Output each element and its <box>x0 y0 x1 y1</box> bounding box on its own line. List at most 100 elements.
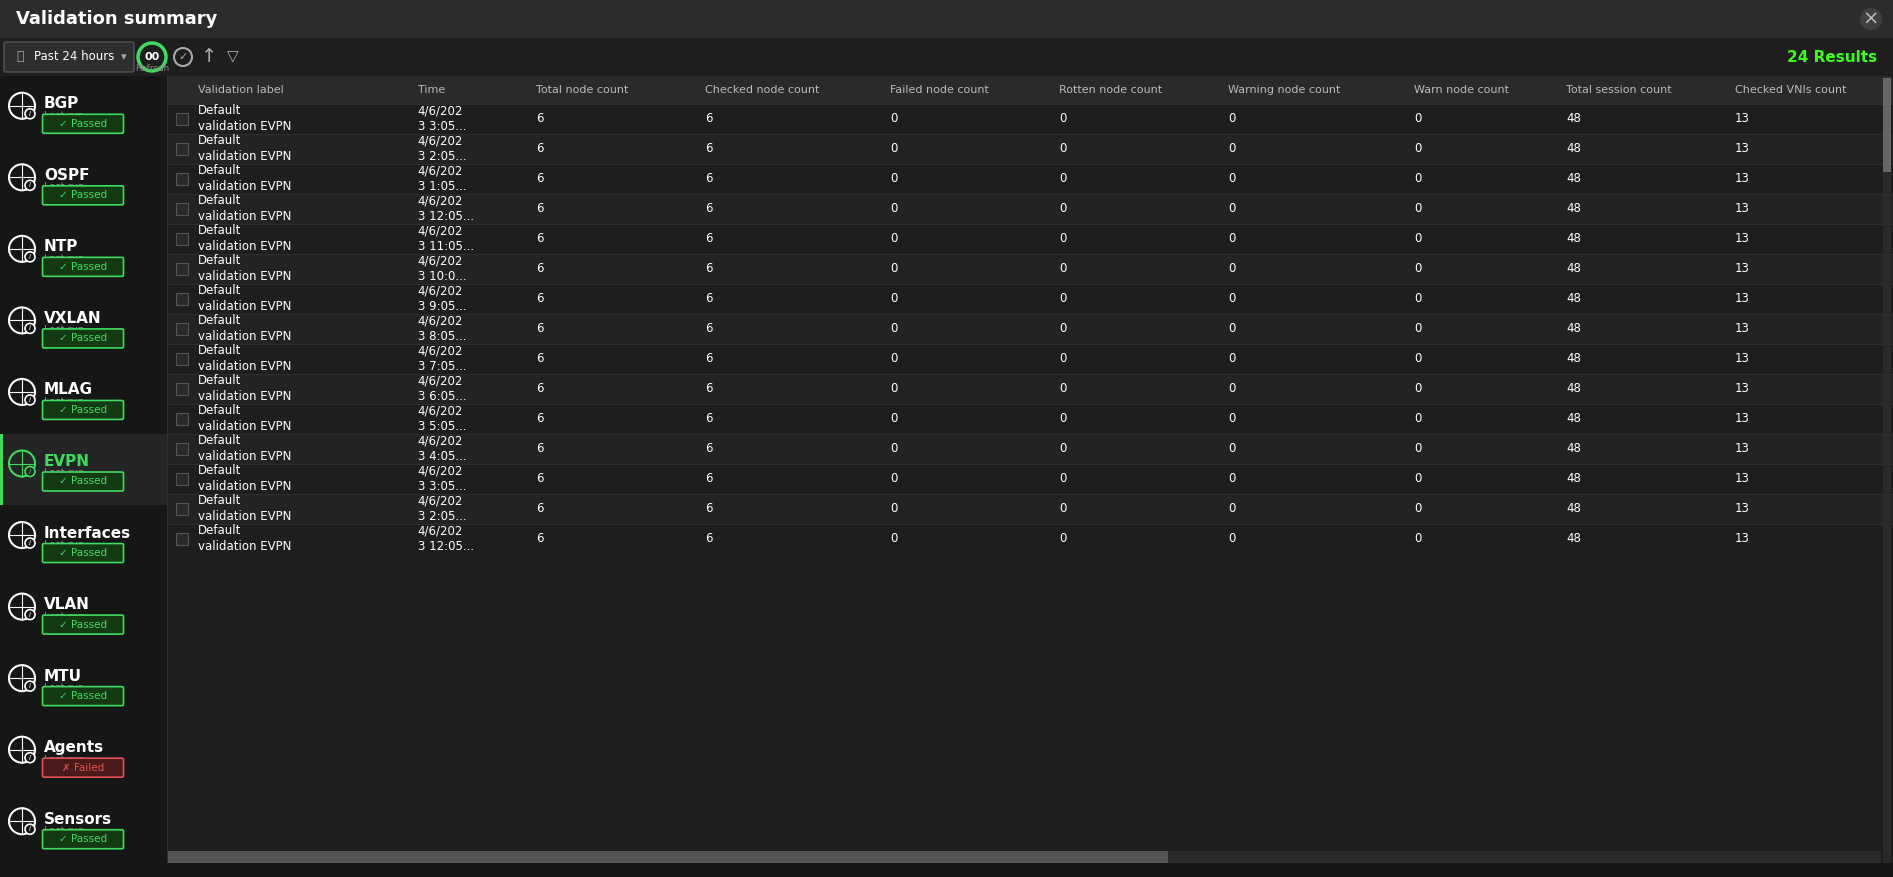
FancyBboxPatch shape <box>42 257 123 276</box>
Text: Last run: Last run <box>44 826 83 837</box>
Text: Total session count: Total session count <box>1566 85 1672 95</box>
Text: i: i <box>28 468 30 474</box>
Text: 4/6/202
3 12:05...: 4/6/202 3 12:05... <box>418 524 473 553</box>
Text: 6: 6 <box>536 173 543 186</box>
Text: 48: 48 <box>1566 232 1581 246</box>
Text: i: i <box>28 540 30 546</box>
Bar <box>168 284 1893 314</box>
Text: Last run: Last run <box>44 755 83 765</box>
Text: ✓ Passed: ✓ Passed <box>59 834 108 845</box>
Text: 13: 13 <box>1736 473 1749 486</box>
Text: 6: 6 <box>704 412 712 425</box>
Bar <box>168 76 1893 863</box>
Text: 0: 0 <box>890 173 897 186</box>
Text: 13: 13 <box>1736 353 1749 366</box>
Text: 13: 13 <box>1736 173 1749 186</box>
Text: Default
validation EVPN: Default validation EVPN <box>199 195 292 224</box>
Text: 0: 0 <box>1414 473 1422 486</box>
Text: 0: 0 <box>1414 112 1422 125</box>
Text: Default
validation EVPN: Default validation EVPN <box>199 284 292 313</box>
Text: 0: 0 <box>890 142 897 155</box>
Text: 0: 0 <box>890 262 897 275</box>
Text: 0: 0 <box>890 382 897 396</box>
Text: Default
validation EVPN: Default validation EVPN <box>199 254 292 283</box>
FancyBboxPatch shape <box>42 687 123 706</box>
Circle shape <box>25 538 34 548</box>
Text: 0: 0 <box>1060 173 1068 186</box>
Text: i: i <box>28 253 30 260</box>
Text: 48: 48 <box>1566 473 1581 486</box>
Text: 13: 13 <box>1736 503 1749 516</box>
Text: Interfaces: Interfaces <box>44 525 131 540</box>
Text: Refresh: Refresh <box>134 64 168 73</box>
Text: ✗ Failed: ✗ Failed <box>62 763 104 773</box>
Text: 0: 0 <box>1060 503 1068 516</box>
Text: 48: 48 <box>1566 142 1581 155</box>
Text: Total node count: Total node count <box>536 85 628 95</box>
Bar <box>168 374 1893 404</box>
Text: i: i <box>28 111 30 117</box>
Bar <box>176 503 187 515</box>
Text: Default
validation EVPN: Default validation EVPN <box>199 465 292 494</box>
Text: 0: 0 <box>1414 412 1422 425</box>
Text: 48: 48 <box>1566 203 1581 216</box>
Text: 0: 0 <box>1060 112 1068 125</box>
Bar <box>168 134 1893 164</box>
Text: 0: 0 <box>890 503 897 516</box>
Bar <box>176 173 187 185</box>
Text: 0: 0 <box>890 293 897 305</box>
Text: 0: 0 <box>1060 323 1068 336</box>
Text: 6: 6 <box>704 232 712 246</box>
Bar <box>168 464 1893 494</box>
Text: 0: 0 <box>1229 503 1236 516</box>
Text: 6: 6 <box>536 473 543 486</box>
Text: 0: 0 <box>1060 382 1068 396</box>
Text: 4/6/202
3 7:05...: 4/6/202 3 7:05... <box>418 345 466 374</box>
Text: 0: 0 <box>1414 503 1422 516</box>
Text: 0: 0 <box>1229 262 1236 275</box>
Text: 6: 6 <box>704 473 712 486</box>
Bar <box>176 443 187 455</box>
Text: 0: 0 <box>1229 443 1236 455</box>
Text: 4/6/202
3 3:05...: 4/6/202 3 3:05... <box>418 465 466 494</box>
Text: ✓ Passed: ✓ Passed <box>59 548 108 558</box>
Text: 6: 6 <box>536 353 543 366</box>
Text: 6: 6 <box>704 293 712 305</box>
Text: 6: 6 <box>704 353 712 366</box>
Text: 13: 13 <box>1736 203 1749 216</box>
Text: Last run: Last run <box>44 611 83 622</box>
FancyBboxPatch shape <box>42 830 123 849</box>
Text: ✓ Passed: ✓ Passed <box>59 190 108 200</box>
Text: 6: 6 <box>536 503 543 516</box>
Text: 4/6/202
3 3:05...: 4/6/202 3 3:05... <box>418 104 466 133</box>
Bar <box>168 524 1893 554</box>
Text: 0: 0 <box>890 112 897 125</box>
Circle shape <box>25 395 34 405</box>
Text: 13: 13 <box>1736 412 1749 425</box>
Text: 6: 6 <box>704 323 712 336</box>
Text: 6: 6 <box>536 142 543 155</box>
Text: 0: 0 <box>1229 382 1236 396</box>
Bar <box>168 254 1893 284</box>
Bar <box>0 76 168 863</box>
Text: ✓ Passed: ✓ Passed <box>59 333 108 344</box>
Text: ✓ Passed: ✓ Passed <box>59 118 108 129</box>
Text: 48: 48 <box>1566 323 1581 336</box>
Text: ✓ Passed: ✓ Passed <box>59 619 108 630</box>
Bar <box>168 164 1893 194</box>
Text: 0: 0 <box>1229 142 1236 155</box>
Text: OSPF: OSPF <box>44 168 89 182</box>
Text: 0: 0 <box>1060 232 1068 246</box>
Circle shape <box>25 252 34 262</box>
Text: 6: 6 <box>536 382 543 396</box>
Text: 0: 0 <box>1414 532 1422 545</box>
FancyBboxPatch shape <box>42 186 123 205</box>
Text: EVPN: EVPN <box>44 454 91 469</box>
Circle shape <box>25 824 34 834</box>
Text: Last run: Last run <box>44 182 83 192</box>
Circle shape <box>25 610 34 619</box>
Text: 00: 00 <box>144 52 159 62</box>
Text: 48: 48 <box>1566 173 1581 186</box>
Text: 13: 13 <box>1736 142 1749 155</box>
Text: Default
validation EVPN: Default validation EVPN <box>199 524 292 553</box>
